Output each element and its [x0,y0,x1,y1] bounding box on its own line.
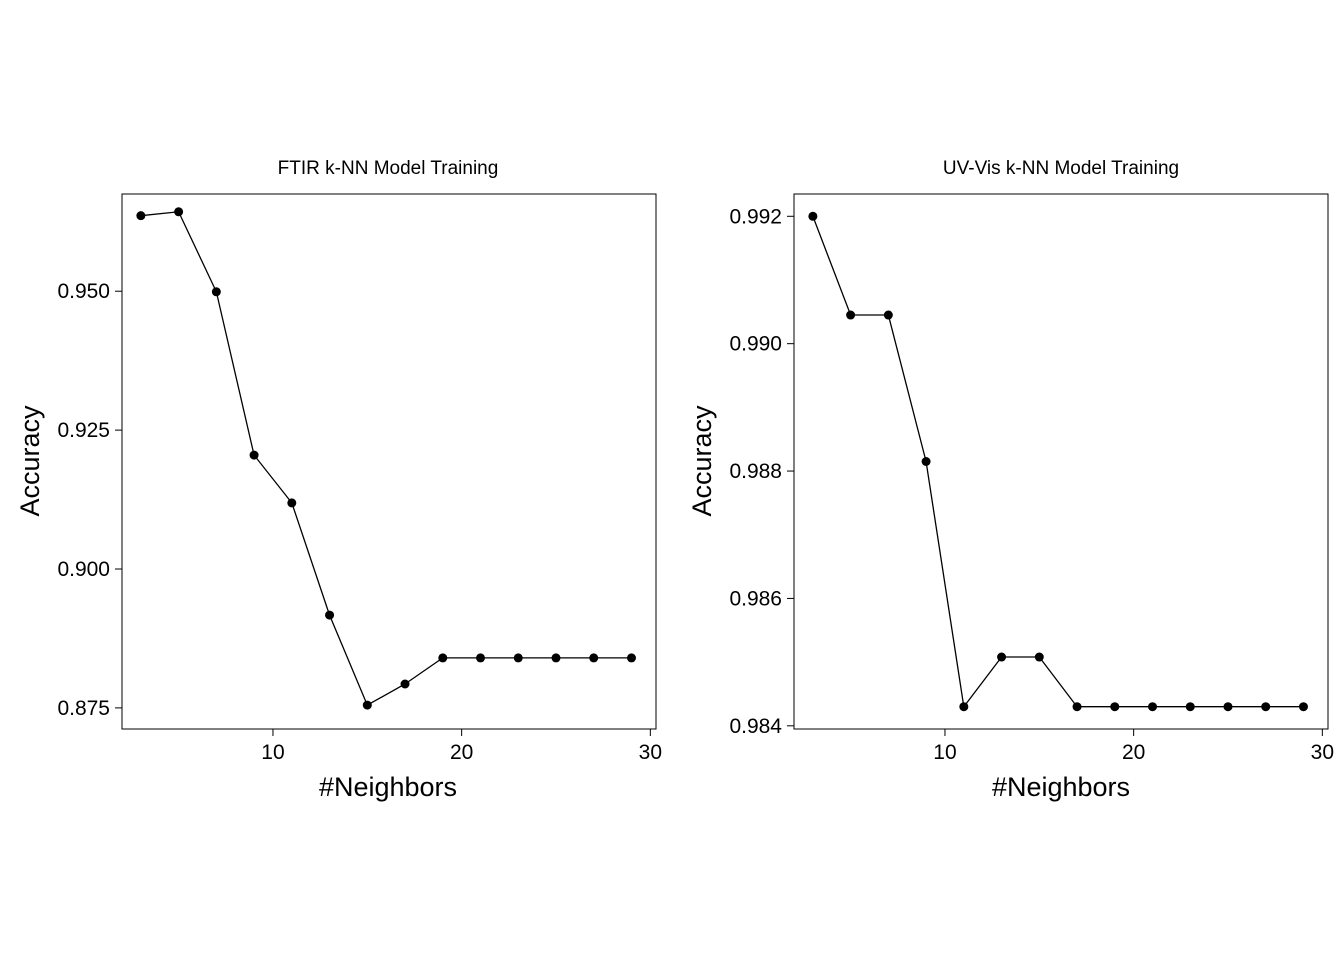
data-point [136,211,146,221]
data-point [883,310,893,320]
data-point [921,457,931,466]
y-axis-label: Accuracy [15,405,45,517]
x-tick-label: 30 [639,741,662,764]
y-tick-label: 0.900 [57,558,110,581]
data-point [325,610,335,620]
data-point [1110,702,1120,712]
data-point [362,700,372,710]
y-tick-label: 0.986 [729,587,782,610]
data-point [513,653,523,663]
data-point [1185,702,1195,712]
panel-uvvis: UV-Vis k-NN Model Training 0.9840.9860.9… [687,158,1334,802]
y-tick-label: 0.992 [729,205,782,228]
y-axis: 0.875 0.900 0.925 0.950 [57,280,122,720]
data-point [551,653,561,663]
x-tick-label: 10 [261,741,284,764]
data-point [1148,702,1158,712]
x-axis-label: #Neighbors [992,772,1130,802]
y-tick-label: 0.990 [729,333,782,356]
y-axis: 0.984 0.986 0.988 0.990 0.992 [729,205,794,738]
series-line [140,211,632,707]
data-point [1298,702,1308,712]
data-point [476,653,486,663]
y-tick-label: 0.925 [57,419,110,442]
data-point [249,450,259,460]
data-point [959,702,969,712]
data-point [1034,652,1044,662]
series-line [812,216,1304,709]
plot-frame [121,193,657,730]
x-tick-label: 20 [1122,741,1145,764]
data-point [400,679,410,689]
data-point [174,207,184,217]
x-tick-label: 20 [450,741,473,764]
y-tick-label: 0.988 [729,460,782,483]
x-axis-label: #Neighbors [319,772,457,802]
data-point [287,498,297,508]
data-point [808,211,818,221]
y-tick-label: 0.875 [57,697,110,720]
data-point [211,287,221,297]
series [808,211,1308,712]
data-point [438,653,448,663]
plot-frame [793,193,1329,730]
x-tick-label: 30 [1311,741,1334,764]
data-point [846,310,856,320]
panel-ftir: FTIR k-NN Model Training 0.875 0.900 0.925… [15,158,662,802]
data-point [626,653,636,663]
data-point [1261,702,1271,712]
series [136,207,636,710]
panel-title: UV-Vis k-NN Model Training [943,158,1179,179]
data-point [589,653,599,663]
y-tick-label: 0.950 [57,280,110,303]
x-axis: 10 20 30 [933,729,1334,764]
panel-title: FTIR k-NN Model Training [278,158,499,179]
data-point [1072,702,1082,712]
y-tick-label: 0.984 [729,715,782,738]
y-axis-label: Accuracy [687,405,717,517]
x-tick-label: 10 [933,741,956,764]
data-point [997,652,1007,662]
x-axis: 10 20 30 [261,729,662,764]
data-point [1223,702,1233,712]
